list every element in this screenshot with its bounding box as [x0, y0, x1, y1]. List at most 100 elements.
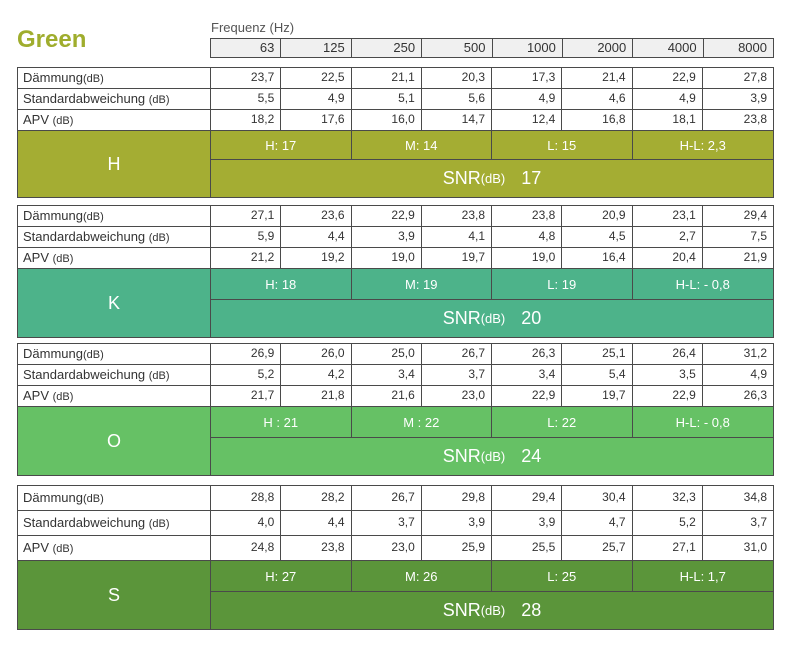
value-cell: 5,4 — [562, 365, 633, 385]
row-label-text: Standardabweichung — [23, 367, 149, 382]
table-row: APV (dB) 24,8 23,8 23,0 25,9 25,5 25,7 27,1 31,0 — [18, 536, 773, 561]
attenuation-table-o: Dämmung(dB) 26,9 26,0 25,0 26,7 26,3 25,1 26,4 3… — [17, 343, 774, 476]
table-row: Dämmung(dB) 23,7 22,5 21,1 20,3 17,3 21,4 22,9 2… — [18, 68, 773, 89]
row-label: Dämmung(dB) — [18, 68, 211, 88]
value-cell: 18,1 — [633, 110, 703, 130]
row-label-text: Dämmung — [23, 208, 83, 223]
value-cell: 22,9 — [492, 386, 563, 406]
value-cell: 27,8 — [743, 70, 767, 84]
hml-value: H-L: - 0,8 — [675, 414, 730, 430]
row-label: Dämmung(dB) — [18, 206, 211, 226]
row-label: Standardabweichung (dB) — [18, 511, 211, 535]
snr-value-row: SNR (dB) 28 — [211, 592, 773, 629]
value-cell: 3,7 — [422, 365, 492, 385]
snr-unit: (dB) — [480, 603, 506, 618]
table-row: APV (dB) 21,2 19,2 19,0 19,7 19,0 16,4 20,4 21,9 — [18, 248, 773, 269]
value-cell: 4,9 — [633, 89, 703, 109]
value-cell: 21,4 — [562, 68, 633, 88]
value-cell: 16,4 — [562, 248, 633, 268]
hml-value: H-L: 2,3 — [679, 137, 726, 153]
table-row: Dämmung(dB) 28,8 28,2 26,7 29,8 29,4 30,4 32,3 3… — [18, 486, 773, 511]
table-row: APV (dB) 18,2 17,6 16,0 14,7 12,4 16,8 18,1 23,8 — [18, 110, 773, 131]
value-cell: 21,1 — [352, 68, 422, 88]
value-rows: Dämmung(dB) 26,9 26,0 25,0 26,7 26,3 25,1 26,4 3… — [17, 343, 774, 407]
frequency-header-cell: 250 — [352, 39, 423, 57]
row-label-unit: (dB) — [148, 370, 170, 382]
value-cell: 3,7 — [352, 511, 422, 535]
value-cell: 31,0 — [743, 540, 767, 554]
value-cell: 20,3 — [422, 68, 492, 88]
value-cell: 21,2 — [211, 248, 282, 268]
value-cell: 3,4 — [352, 365, 422, 385]
value-cell: 23,8 — [281, 536, 352, 560]
hml-values: H: 27 M: 26 L: 25 H-L: 1,7 — [211, 561, 773, 592]
row-label-unit: (dB) — [82, 73, 104, 85]
row-label-unit: (dB) — [148, 518, 170, 530]
snr-unit: (dB) — [480, 171, 506, 186]
value-cell: 4,7 — [562, 511, 633, 535]
snr-unit: (dB) — [480, 449, 506, 464]
hml-value: H : 21 — [211, 407, 352, 437]
snr-label: SNR — [442, 168, 481, 188]
value-cell: 26,7 — [422, 344, 492, 364]
row-label-text: APV — [23, 250, 53, 265]
value-cell: 5,5 — [211, 89, 282, 109]
value-cell: 3,9 — [422, 511, 492, 535]
value-cell: 25,7 — [562, 536, 633, 560]
table-row: Standardabweichung (dB) 5,5 4,9 5,1 5,6 4,9 4,… — [18, 89, 773, 110]
value-cell: 5,9 — [211, 227, 282, 247]
frequency-header-cell: 125 — [281, 39, 352, 57]
value-cell: 23,8 — [743, 112, 767, 126]
value-cell: 23,6 — [281, 206, 352, 226]
value-cell: 22,9 — [633, 386, 703, 406]
value-cell: 5,2 — [633, 511, 703, 535]
value-cell: 4,2 — [281, 365, 352, 385]
snr-value: 28 — [521, 600, 542, 620]
value-cell: 4,6 — [562, 89, 633, 109]
value-cell: 20,4 — [633, 248, 703, 268]
row-label-text: Dämmung — [23, 490, 83, 505]
table-row: Dämmung(dB) 26,9 26,0 25,0 26,7 26,3 25,1 26,4 3… — [18, 344, 773, 365]
value-cell: 27,1 — [211, 206, 282, 226]
filter-letter: S — [18, 561, 211, 629]
value-cell: 27,1 — [633, 536, 703, 560]
hml-values: H : 21 M : 22 L: 22 H-L: - 0,8 — [211, 407, 773, 438]
snr-summary: S H: 27 M: 26 L: 25 H-L: 1,7 SNR (dB) 28 — [17, 561, 774, 630]
row-label-text: Standardabweichung — [23, 515, 149, 530]
snr-value-row: SNR (dB) 24 — [211, 438, 773, 475]
snr-value-row: SNR (dB) 17 — [211, 160, 773, 197]
value-cell: 4,0 — [211, 511, 282, 535]
row-label-unit: (dB) — [148, 94, 170, 106]
value-cell: 14,7 — [422, 110, 492, 130]
row-label-text: APV — [23, 112, 53, 127]
snr-value: 17 — [521, 168, 542, 188]
hml-value: L: 19 — [492, 269, 633, 299]
value-cell: 32,3 — [633, 486, 703, 510]
value-cell: 31,2 — [743, 346, 767, 360]
value-cell: 22,9 — [633, 68, 703, 88]
value-cell: 12,4 — [492, 110, 563, 130]
value-cell: 18,2 — [211, 110, 282, 130]
value-cell: 29,8 — [422, 486, 492, 510]
hml-value: L: 15 — [492, 131, 633, 159]
row-label-unit: (dB) — [82, 493, 104, 505]
value-cell: 4,9 — [281, 89, 352, 109]
frequency-header-cell: 4000 — [633, 39, 704, 57]
hml-value: H: 27 — [211, 561, 352, 591]
value-cell: 29,4 — [492, 486, 563, 510]
page-title: Green — [17, 26, 87, 53]
row-label: Dämmung(dB) — [18, 344, 211, 364]
table-row: Standardabweichung (dB) 5,2 4,2 3,4 3,7 3,4 5,… — [18, 365, 773, 386]
value-cell: 22,5 — [281, 68, 352, 88]
row-label-unit: (dB) — [82, 211, 104, 223]
value-cell: 19,7 — [422, 248, 492, 268]
attenuation-table-h: Dämmung(dB) 23,7 22,5 21,1 20,3 17,3 21,4 22,9 2… — [17, 67, 774, 198]
hml-value: M: 14 — [352, 131, 492, 159]
value-cell: 25,5 — [492, 536, 563, 560]
value-rows: Dämmung(dB) 23,7 22,5 21,1 20,3 17,3 21,4 22,9 2… — [17, 67, 774, 131]
frequency-header-cell: 2000 — [563, 39, 634, 57]
row-label: APV (dB) — [18, 386, 211, 406]
value-cell: 28,8 — [211, 486, 282, 510]
row-label: Standardabweichung (dB) — [18, 227, 211, 247]
